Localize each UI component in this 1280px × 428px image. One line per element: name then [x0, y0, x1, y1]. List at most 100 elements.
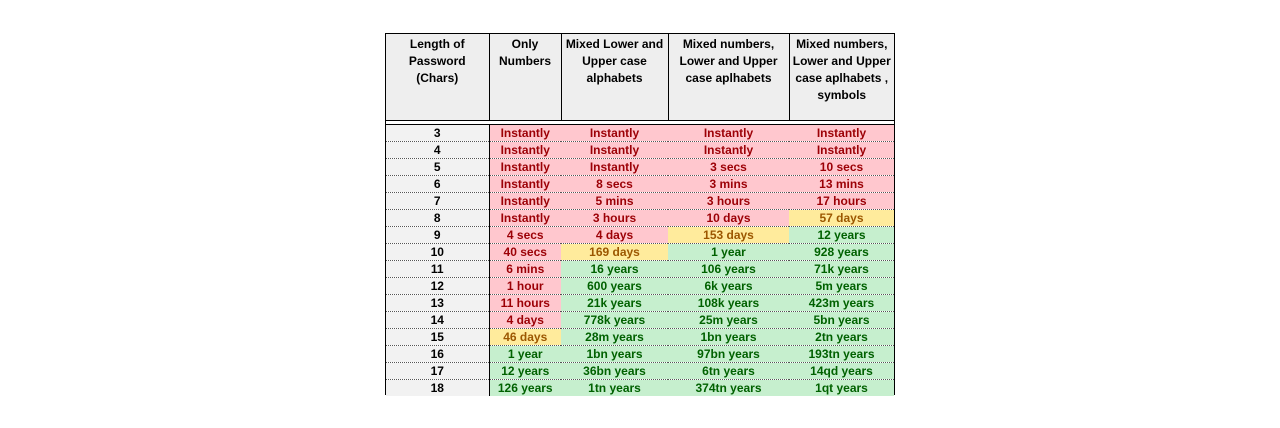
table-row: 13 11 hours 21k years 108k years 423m years — [386, 294, 894, 312]
time-cell-mixed-numbers-case-symbols: 928 years — [789, 243, 894, 261]
time-cell-mixed-case: 600 years — [561, 277, 668, 295]
time-cell-mixed-numbers-case: 374tn years — [668, 379, 789, 396]
time-cell-mixed-case: 5 mins — [561, 192, 668, 210]
length-cell: 17 — [386, 362, 490, 380]
header-separator — [386, 120, 894, 125]
time-cell-only-numbers: 12 years — [489, 362, 561, 380]
table-row: 10 40 secs 169 days 1 year 928 years — [386, 243, 894, 261]
time-cell-mixed-numbers-case-symbols: 71k years — [789, 260, 894, 278]
table-row: 11 6 mins 16 years 106 years 71k years — [386, 260, 894, 278]
time-cell-mixed-case: 778k years — [561, 311, 668, 329]
time-cell-mixed-numbers-case: 6k years — [668, 277, 789, 295]
time-cell-mixed-numbers-case: 108k years — [668, 294, 789, 312]
header-only-numbers: Only Numbers — [489, 34, 562, 121]
time-cell-mixed-case: 28m years — [561, 328, 668, 346]
length-cell: 4 — [386, 141, 490, 159]
time-cell-mixed-numbers-case-symbols: 5bn years — [789, 311, 894, 329]
header-mixed-numbers-case: Mixed numbers, Lower and Upper case aplh… — [668, 34, 790, 121]
length-cell: 10 — [386, 243, 490, 261]
time-cell-mixed-case: 3 hours — [561, 209, 668, 227]
time-cell-only-numbers: 1 hour — [489, 277, 561, 295]
time-cell-mixed-numbers-case: 1 year — [668, 243, 789, 261]
time-cell-only-numbers: Instantly — [489, 192, 561, 210]
separator-cell — [386, 120, 894, 125]
length-cell: 15 — [386, 328, 490, 346]
table: Length of Password (Chars) Only Numbers … — [386, 34, 894, 396]
table-row: 16 1 year 1bn years 97bn years 193tn years — [386, 345, 894, 363]
table-row: 3 Instantly Instantly Instantly Instantly — [386, 124, 894, 142]
time-cell-mixed-case: 8 secs — [561, 175, 668, 193]
length-cell: 11 — [386, 260, 490, 278]
table-row: 18 126 years 1tn years 374tn years 1qt years — [386, 379, 894, 396]
time-cell-mixed-numbers-case-symbols: 14qd years — [789, 362, 894, 380]
table-row: 15 46 days 28m years 1bn years 2tn years — [386, 328, 894, 346]
time-cell-only-numbers: 126 years — [489, 379, 561, 396]
time-cell-mixed-numbers-case-symbols: 2tn years — [789, 328, 894, 346]
length-cell: 12 — [386, 277, 490, 295]
time-cell-only-numbers: Instantly — [489, 175, 561, 193]
password-strength-table: Length of Password (Chars) Only Numbers … — [385, 33, 895, 396]
time-cell-mixed-case: 1tn years — [561, 379, 668, 396]
time-cell-mixed-numbers-case: 6tn years — [668, 362, 789, 380]
time-cell-mixed-numbers-case-symbols: 17 hours — [789, 192, 894, 210]
length-cell: 9 — [386, 226, 490, 244]
time-cell-mixed-numbers-case-symbols: 193tn years — [789, 345, 894, 363]
time-cell-mixed-numbers-case: 3 secs — [668, 158, 789, 176]
time-cell-mixed-case: 1bn years — [561, 345, 668, 363]
time-cell-mixed-numbers-case-symbols: 13 mins — [789, 175, 894, 193]
time-cell-mixed-numbers-case-symbols: 5m years — [789, 277, 894, 295]
time-cell-only-numbers: 4 days — [489, 311, 561, 329]
table-row: 8 Instantly 3 hours 10 days 57 days — [386, 209, 894, 227]
time-cell-only-numbers: Instantly — [489, 141, 561, 159]
length-cell: 14 — [386, 311, 490, 329]
time-cell-mixed-numbers-case: 1bn years — [668, 328, 789, 346]
time-cell-mixed-numbers-case: 3 mins — [668, 175, 789, 193]
time-cell-mixed-case: 4 days — [561, 226, 668, 244]
table-row: 14 4 days 778k years 25m years 5bn years — [386, 311, 894, 329]
header-mixed-numbers-case-symbols: Mixed numbers, Lower and Upper case aplh… — [789, 34, 894, 121]
length-cell: 6 — [386, 175, 490, 193]
time-cell-mixed-case: 169 days — [561, 243, 668, 261]
table-body: 3 Instantly Instantly Instantly Instantly 4 In… — [386, 120, 894, 396]
length-cell: 5 — [386, 158, 490, 176]
time-cell-mixed-numbers-case: Instantly — [668, 124, 789, 142]
header-length: Length of Password (Chars) — [386, 34, 490, 121]
time-cell-only-numbers: Instantly — [489, 158, 561, 176]
time-cell-only-numbers: 11 hours — [489, 294, 561, 312]
time-cell-mixed-numbers-case: 106 years — [668, 260, 789, 278]
time-cell-mixed-numbers-case: Instantly — [668, 141, 789, 159]
time-cell-mixed-numbers-case-symbols: Instantly — [789, 141, 894, 159]
time-cell-only-numbers: 4 secs — [489, 226, 561, 244]
time-cell-mixed-numbers-case-symbols: 423m years — [789, 294, 894, 312]
time-cell-mixed-numbers-case-symbols: 1qt years — [789, 379, 894, 396]
time-cell-mixed-case: Instantly — [561, 124, 668, 142]
time-cell-mixed-numbers-case: 97bn years — [668, 345, 789, 363]
table-row: 12 1 hour 600 years 6k years 5m years — [386, 277, 894, 295]
time-cell-mixed-numbers-case-symbols: Instantly — [789, 124, 894, 142]
time-cell-mixed-numbers-case-symbols: 10 secs — [789, 158, 894, 176]
table-row: 17 12 years 36bn years 6tn years 14qd years — [386, 362, 894, 380]
time-cell-only-numbers: Instantly — [489, 209, 561, 227]
length-cell: 16 — [386, 345, 490, 363]
time-cell-only-numbers: Instantly — [489, 124, 561, 142]
time-cell-mixed-numbers-case: 3 hours — [668, 192, 789, 210]
time-cell-mixed-numbers-case: 153 days — [668, 226, 789, 244]
length-cell: 7 — [386, 192, 490, 210]
time-cell-mixed-numbers-case-symbols: 12 years — [789, 226, 894, 244]
time-cell-mixed-case: Instantly — [561, 158, 668, 176]
time-cell-mixed-case: Instantly — [561, 141, 668, 159]
table-row: 6 Instantly 8 secs 3 mins 13 mins — [386, 175, 894, 193]
table-row: 4 Instantly Instantly Instantly Instantly — [386, 141, 894, 159]
time-cell-mixed-numbers-case-symbols: 57 days — [789, 209, 894, 227]
table-header: Length of Password (Chars) Only Numbers … — [386, 34, 894, 121]
time-cell-only-numbers: 6 mins — [489, 260, 561, 278]
time-cell-mixed-numbers-case: 10 days — [668, 209, 789, 227]
length-cell: 3 — [386, 124, 490, 142]
time-cell-mixed-numbers-case: 25m years — [668, 311, 789, 329]
length-cell: 8 — [386, 209, 490, 227]
time-cell-mixed-case: 21k years — [561, 294, 668, 312]
length-cell: 18 — [386, 379, 490, 396]
time-cell-mixed-case: 16 years — [561, 260, 668, 278]
length-cell: 13 — [386, 294, 490, 312]
